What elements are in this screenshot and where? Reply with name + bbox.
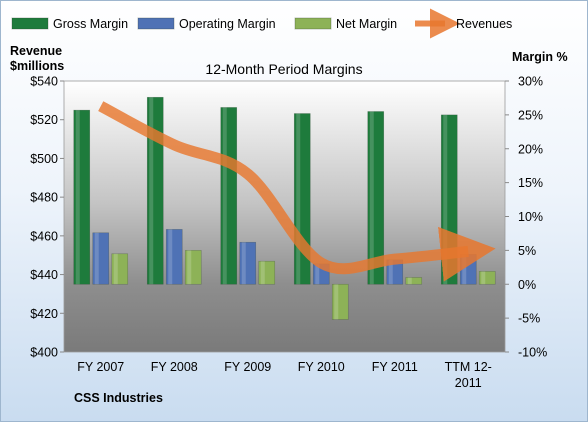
right-axis-tick-label: 20% — [518, 142, 543, 156]
operating-margin-bar-highlight — [94, 232, 99, 285]
legend: Gross Margin Operating Margin Net Margin Re… — [11, 8, 512, 39]
right-axis-tick-label: -5% — [518, 312, 540, 326]
net-margin-bar-highlight — [187, 250, 192, 285]
left-axis-label: $millions — [10, 59, 64, 73]
operating-margin-bar-highlight — [241, 242, 246, 285]
net-margin-bar — [405, 277, 423, 285]
x-axis-tick-label: FY 2011 — [372, 360, 418, 374]
x-axis-tick-label: FY 2010 — [298, 360, 345, 374]
gross-margin-bar-highlight — [75, 110, 80, 285]
net-margin-bar-highlight — [334, 284, 339, 320]
net-margin-bar — [111, 253, 129, 285]
operating-margin-bar-highlight — [388, 259, 393, 285]
left-axis-tick-label: $440 — [30, 268, 58, 282]
right-axis-tick-label: 25% — [518, 108, 543, 122]
left-axis-tick-label: $480 — [30, 191, 58, 205]
bar-group — [73, 96, 496, 320]
gross-margin-legend-swatch — [11, 17, 49, 30]
operating-margin-bar-highlight — [315, 263, 320, 285]
left-axis-tick-label: $500 — [30, 152, 58, 166]
net-margin-bar-highlight — [407, 277, 412, 285]
left-axis-tick-label: $460 — [30, 229, 58, 243]
gross-margin-bar — [220, 107, 238, 285]
left-axis-tick-label: $420 — [30, 307, 58, 321]
net-margin-bar — [184, 250, 202, 285]
chart-title: 12-Month Period Margins — [205, 61, 362, 77]
operating-margin-bar — [92, 232, 110, 285]
x-axis-tick-label: 2011 — [455, 376, 482, 390]
operating-margin-bar — [165, 229, 183, 285]
right-axis-label: Margin % — [512, 50, 568, 64]
line-group — [98, 101, 496, 282]
net-margin-bar-highlight — [260, 261, 265, 285]
x-axis-tick-label: FY 2007 — [77, 360, 124, 374]
operating-margin-bar-highlight — [168, 229, 173, 285]
right-axis-tick-label: 30% — [518, 75, 543, 89]
company-label: CSS Industries — [74, 391, 163, 405]
net-margin-legend-swatch — [294, 17, 332, 30]
gross-margin-bar — [73, 109, 91, 285]
x-axis-tick-label: TTM 12- — [445, 360, 492, 374]
revenues-legend-label: Revenues — [456, 17, 512, 31]
gross-margin-bar-highlight — [296, 113, 301, 285]
right-axis-tick-label: 5% — [518, 244, 536, 258]
gross-margin-bar-highlight — [443, 114, 448, 285]
net-margin-legend-label: Net Margin — [336, 17, 397, 31]
gross-margin-bar-highlight — [149, 97, 154, 285]
right-axis-tick-label: -10% — [518, 346, 547, 360]
x-axis-tick-label: FY 2009 — [224, 360, 271, 374]
right-axis-tick-label: 0% — [518, 278, 536, 292]
left-axis-label: Revenue — [10, 44, 62, 58]
net-margin-bar — [258, 260, 276, 285]
gross-margin-bar-highlight — [369, 111, 374, 285]
gross-margin-bar-highlight — [222, 107, 227, 285]
operating-margin-bar — [239, 241, 257, 285]
x-axis-tick-label: FY 2008 — [151, 360, 198, 374]
net-margin-bar-highlight — [481, 271, 486, 285]
right-axis-tick-label: 15% — [518, 176, 543, 190]
net-margin-bar-highlight — [113, 253, 118, 285]
gross-margin-bar — [367, 111, 385, 285]
revenues-line — [98, 101, 496, 282]
left-axis-tick-label: $400 — [30, 346, 58, 360]
gross-margin-legend-label: Gross Margin — [53, 17, 128, 31]
left-axis-tick-label: $520 — [30, 113, 58, 127]
right-axis-tick-label: 10% — [518, 210, 543, 224]
left-axis-tick-label: $540 — [30, 75, 58, 89]
axes-group: $540 $520 $500 $480 $460 $440 $420 $400 30% 25% 20… — [10, 44, 568, 390]
operating-margin-legend-label: Operating Margin — [179, 17, 276, 31]
operating-margin-bar-highlight — [462, 254, 467, 285]
operating-margin-legend-swatch — [137, 17, 175, 30]
net-margin-bar — [331, 283, 349, 320]
gross-margin-bar — [146, 96, 164, 285]
